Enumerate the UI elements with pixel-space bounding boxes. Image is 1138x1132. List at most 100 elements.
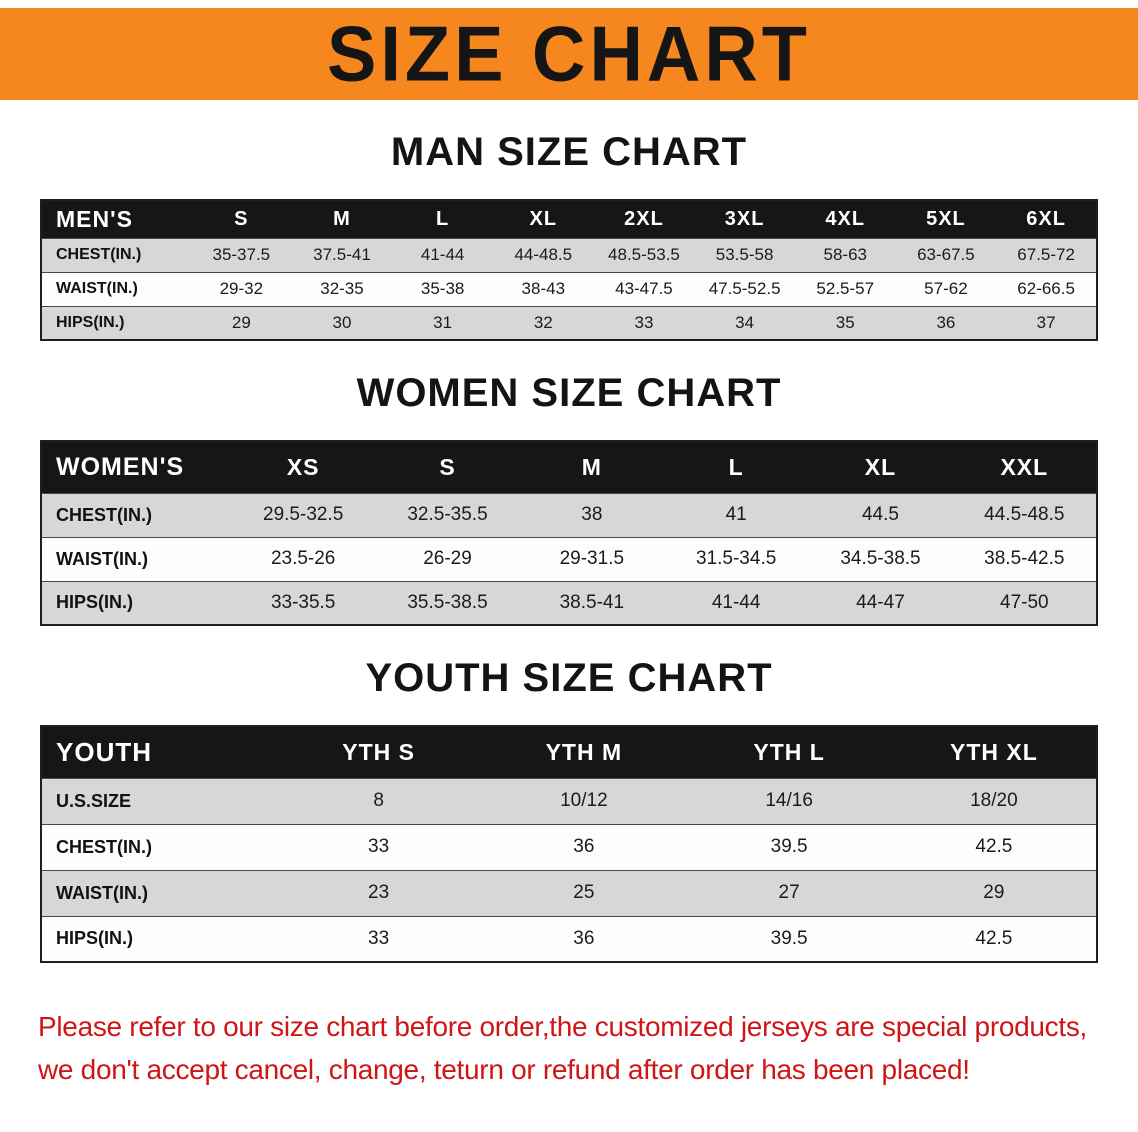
value-cell: 29 <box>231 312 251 332</box>
value-cell: 31 <box>433 312 453 332</box>
value-cell: 23.5-26 <box>270 548 336 569</box>
disclaimer-line-1: Please refer to our size chart before or… <box>38 1011 1088 1042</box>
row-label-cell: WAIST(IN.) <box>56 280 138 297</box>
table-row: HIPS(IN.) 33-35.5 35.5-38.5 38.5-41 41-44 44-… <box>41 581 1097 625</box>
size-header-cell: S <box>191 200 292 238</box>
table-row: U.S.SIZE 8 10/12 14/16 18/20 <box>41 778 1097 824</box>
value-cell: 25 <box>573 882 595 903</box>
size-header-cell: YTH M <box>481 726 687 778</box>
size-header-cell: YTH L <box>686 726 892 778</box>
value-cell: 38.5-41 <box>559 591 625 613</box>
value-cell: 31.5-34.5 <box>696 548 777 569</box>
value-cell: 41-44 <box>711 591 761 613</box>
table-title-cell: MEN'S <box>41 200 191 238</box>
value-cell: 58-63 <box>823 245 867 264</box>
row-label-cell: HIPS(IN.) <box>56 592 134 613</box>
table-row: HIPS(IN.) 29 30 31 32 33 34 35 36 37 <box>41 306 1097 340</box>
value-cell: 35-38 <box>420 279 465 298</box>
value-cell: 43-47.5 <box>615 279 673 298</box>
value-cell: 29 <box>983 882 1005 903</box>
value-cell: 44-47 <box>856 591 905 613</box>
row-label-cell: HIPS(IN.) <box>56 928 134 949</box>
table-title-cell: YOUTH <box>41 726 276 778</box>
value-cell: 38 <box>581 504 603 525</box>
value-cell: 62-66.5 <box>1017 279 1075 298</box>
table-header-row: WOMEN'S XS S M L XL XXL <box>41 441 1097 493</box>
value-cell: 27 <box>778 882 800 903</box>
value-cell: 44-48.5 <box>514 245 573 264</box>
value-cell: 39.5 <box>770 836 808 857</box>
value-cell: 32-35 <box>320 279 364 298</box>
value-cell: 38.5-42.5 <box>984 548 1065 569</box>
size-header-cell: XS <box>231 441 376 493</box>
value-cell: 18/20 <box>970 790 1018 811</box>
value-cell: 41-44 <box>420 245 465 264</box>
size-header-cell: XL <box>492 200 594 238</box>
value-cell: 37 <box>1036 312 1056 332</box>
value-cell: 32.5-35.5 <box>407 504 488 525</box>
table-title-cell: WOMEN'S <box>41 441 231 493</box>
size-header-cell: YTH XL <box>891 726 1097 778</box>
value-cell: 34.5-38.5 <box>840 548 921 569</box>
value-cell: 37.5-41 <box>313 245 371 264</box>
disclaimer-line-2: we don't accept cancel, change, teturn o… <box>38 1054 970 1086</box>
disclaimer: Please refer to our size chart before or… <box>0 1005 1138 1092</box>
women-section-heading: WOMEN SIZE CHART <box>356 371 782 415</box>
men-section-heading: MAN SIZE CHART <box>390 130 748 174</box>
size-header-cell: 6XL <box>996 200 1097 238</box>
table-row: CHEST(IN.) 35-37.5 37.5-41 41-44 44-48.5 48.5… <box>41 238 1097 272</box>
value-cell: 57-62 <box>924 279 968 298</box>
table-row: CHEST(IN.) 33 36 39.5 42.5 <box>41 824 1097 870</box>
value-cell: 63-67.5 <box>917 245 975 264</box>
size-chart-banner: SIZE CHART <box>0 8 1138 100</box>
value-cell: 29-31.5 <box>559 548 625 569</box>
value-cell: 35.5-38.5 <box>407 591 488 613</box>
value-cell: 33 <box>368 927 390 949</box>
table-row: WAIST(IN.) 23 25 27 29 <box>41 870 1097 916</box>
size-header-cell: 2XL <box>593 200 695 238</box>
size-header-cell: YTH S <box>276 726 482 778</box>
value-cell: 53.5-58 <box>715 245 774 264</box>
value-cell: 29.5-32.5 <box>263 504 344 525</box>
table-row: WAIST(IN.) 29-32 32-35 35-38 38-43 43-47.5 47.… <box>41 272 1097 306</box>
value-cell: 36 <box>573 836 595 857</box>
value-cell: 44.5 <box>861 504 899 525</box>
men-size-table: MEN'S S M L XL 2XL 3XL 4XL 5XL 6XL CHEST(IN.) 35-37… <box>40 199 1098 341</box>
value-cell: 39.5 <box>770 927 808 949</box>
row-label-cell: CHEST(IN.) <box>56 504 152 525</box>
value-cell: 41 <box>725 504 747 525</box>
value-cell: 42.5 <box>975 927 1013 949</box>
row-label-cell: CHEST(IN.) <box>56 246 142 263</box>
value-cell: 29-32 <box>219 279 264 298</box>
row-label-cell: CHEST(IN.) <box>56 836 152 857</box>
table-header-row: MEN'S S M L XL 2XL 3XL 4XL 5XL 6XL <box>41 200 1097 238</box>
value-cell: 26-29 <box>423 548 472 569</box>
value-cell: 44.5-48.5 <box>984 504 1065 525</box>
value-cell: 33 <box>368 836 390 857</box>
value-cell: 35-37.5 <box>212 245 271 264</box>
youth-size-section: YOUTH SIZE CHART YOUTH YTH S YTH M YTH L YTH… <box>0 656 1138 963</box>
banner-title: SIZE CHART <box>327 9 811 98</box>
value-cell: 67.5-72 <box>1017 245 1075 264</box>
value-cell: 52.5-57 <box>816 279 875 298</box>
row-label-cell: HIPS(IN.) <box>56 313 125 331</box>
men-size-section: MAN SIZE CHART MEN'S S M L XL 2XL 3XL 4XL 5XL 6XL… <box>0 130 1138 341</box>
row-label-cell: WAIST(IN.) <box>56 548 148 569</box>
value-cell: 36 <box>573 927 595 949</box>
value-cell: 47.5-52.5 <box>708 279 781 298</box>
size-header-cell: 5XL <box>895 200 997 238</box>
row-label-cell: U.S.SIZE <box>56 790 132 811</box>
row-label-cell: WAIST(IN.) <box>56 882 148 903</box>
value-cell: 33 <box>634 312 654 332</box>
table-row: HIPS(IN.) 33 36 39.5 42.5 <box>41 916 1097 962</box>
size-header-cell: 4XL <box>794 200 896 238</box>
value-cell: 33-35.5 <box>270 591 336 613</box>
value-cell: 32 <box>533 312 553 332</box>
size-header-cell: 3XL <box>694 200 795 238</box>
table-header-row: YOUTH YTH S YTH M YTH L YTH XL <box>41 726 1097 778</box>
size-header-cell: M <box>291 200 393 238</box>
value-cell: 47-50 <box>1000 591 1049 613</box>
youth-size-table: YOUTH YTH S YTH M YTH L YTH XL U.S.SIZE 8 10/12… <box>40 725 1098 963</box>
value-cell: 36 <box>936 312 956 332</box>
